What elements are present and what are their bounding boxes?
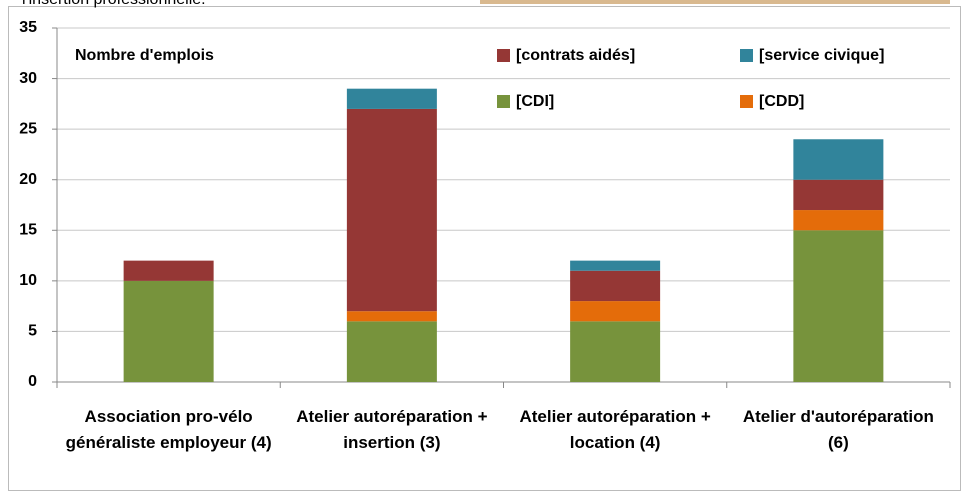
bar-segment bbox=[346, 88, 437, 109]
legend-label: [contrats aidés] bbox=[516, 47, 635, 64]
bar-segment bbox=[793, 230, 884, 382]
legend-swatch bbox=[497, 49, 510, 62]
y-tick-label: 35 bbox=[19, 19, 37, 36]
y-tick-label: 20 bbox=[19, 171, 37, 188]
y-tick-label: 25 bbox=[19, 120, 37, 137]
y-tick-label: 15 bbox=[19, 222, 37, 239]
x-tick-label: Atelier autoréparation + location (4) bbox=[519, 407, 711, 452]
y-tick-label: 0 bbox=[28, 373, 37, 390]
subtitle: l'insertion professionnelle. bbox=[22, 0, 206, 8]
legend-label: [service civique] bbox=[759, 47, 884, 64]
decor-bar bbox=[480, 0, 950, 4]
chart-frame bbox=[8, 6, 961, 491]
bar-segment bbox=[570, 260, 661, 271]
x-tick-label: Association pro-vélo généraliste employe… bbox=[65, 407, 272, 452]
bar-segment bbox=[123, 260, 214, 281]
bar-segment bbox=[793, 179, 884, 211]
bar-segment bbox=[346, 108, 437, 312]
bar-segment bbox=[346, 321, 437, 382]
bar-segment bbox=[570, 301, 661, 322]
legend-swatch bbox=[740, 95, 753, 108]
legend-label: [CDD] bbox=[759, 93, 804, 110]
y-tick-label: 30 bbox=[19, 70, 37, 87]
y-tick-label: 5 bbox=[28, 323, 37, 340]
bar-segment bbox=[346, 311, 437, 322]
legend-label: [CDI] bbox=[516, 93, 554, 110]
bar-segment bbox=[793, 210, 884, 231]
bar-segment bbox=[123, 280, 214, 382]
y-tick-label: 10 bbox=[19, 272, 37, 289]
bar-segment bbox=[570, 321, 661, 382]
bar-segment bbox=[570, 270, 661, 302]
legend-swatch bbox=[497, 95, 510, 108]
x-tick-label: Atelier d'autoréparation (6) bbox=[742, 407, 934, 452]
annotation: Nombre d'emplois bbox=[75, 47, 214, 64]
x-tick-label: Atelier autoréparation + insertion (3) bbox=[296, 407, 488, 452]
bar-segment bbox=[793, 139, 884, 180]
legend-swatch bbox=[740, 49, 753, 62]
